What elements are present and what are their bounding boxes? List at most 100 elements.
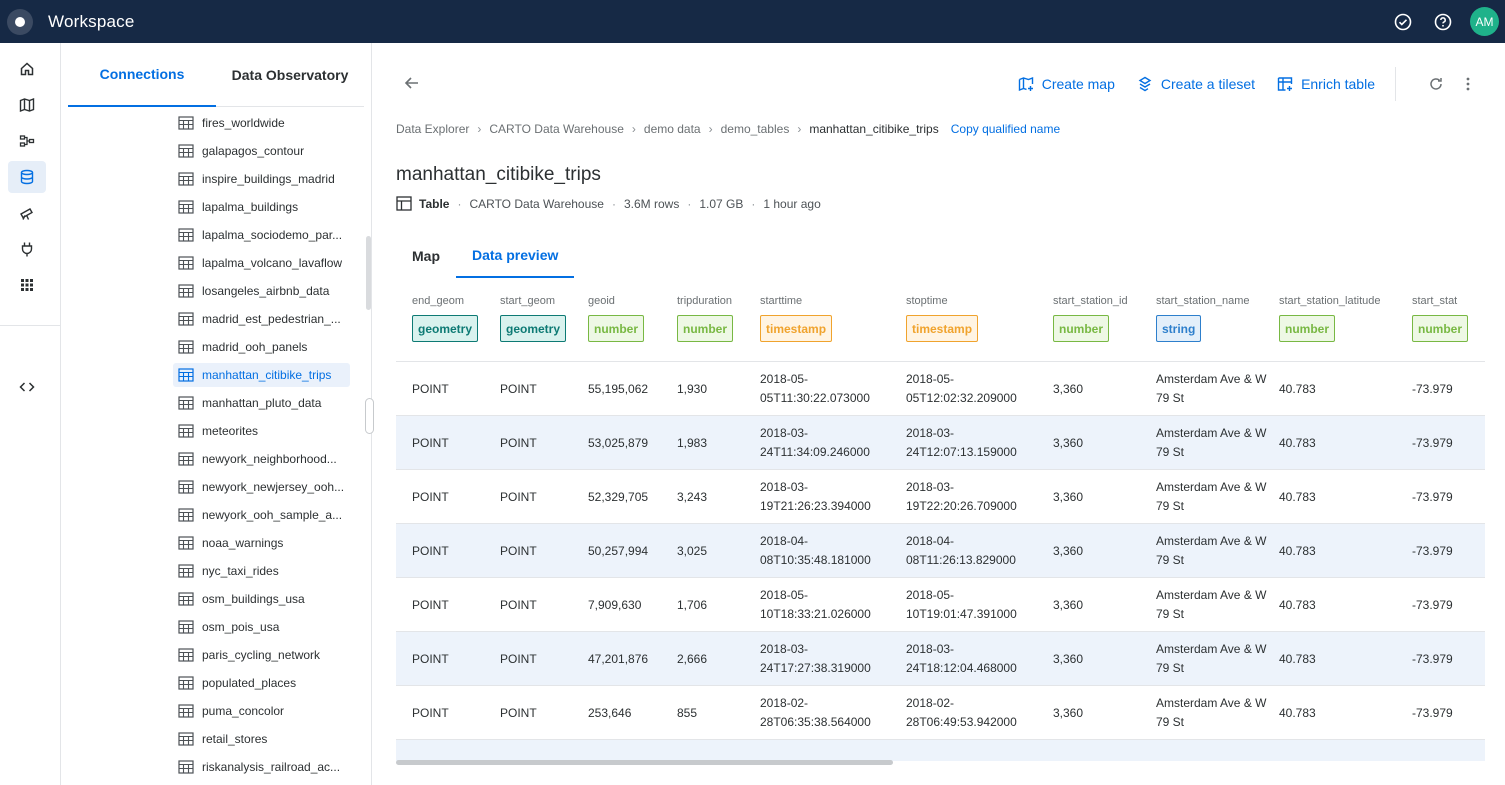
- table-cell: 50,257,994: [588, 543, 649, 558]
- sidebar-table-item[interactable]: riskanalysis_railroad_ac...: [173, 755, 350, 779]
- sidebar-table-item[interactable]: newyork_ooh_sample_a...: [173, 503, 350, 527]
- breadcrumb-item[interactable]: Data Explorer: [396, 122, 470, 136]
- sidebar-table-item[interactable]: madrid_ooh_panels: [173, 335, 350, 359]
- nav-workflows[interactable]: [8, 125, 46, 157]
- sidebar-table-item[interactable]: lapalma_volcano_lavaflow: [173, 251, 350, 275]
- breadcrumb-current: manhattan_citibike_trips: [809, 122, 939, 136]
- table-cell: 40.783: [1279, 489, 1316, 504]
- back-button[interactable]: [402, 73, 422, 93]
- sidebar-table-label: inspire_buildings_madrid: [202, 172, 335, 186]
- table-icon: [178, 732, 194, 746]
- table-cell: 2018-05-05T12:02:32.209000: [906, 372, 1017, 405]
- sidebar-table-item[interactable]: losangeles_airbnb_data: [173, 279, 350, 303]
- tab-connections[interactable]: Connections: [68, 43, 216, 107]
- nav-connections[interactable]: [8, 233, 46, 265]
- table-cell: -73.979: [1412, 543, 1453, 558]
- nav-developers[interactable]: [8, 371, 46, 403]
- table-row[interactable]: POINT POINT 7,909,630 1,706 2018-05-10T18:33…: [396, 578, 1485, 632]
- breadcrumb-item[interactable]: CARTO Data Warehouse: [489, 122, 624, 136]
- table-row[interactable]: POINT POINT 50,257,994 3,025 2018-04-08T10:3…: [396, 524, 1485, 578]
- sidebar-table-item[interactable]: manhattan_pluto_data: [173, 391, 350, 415]
- table-row[interactable]: POINT POINT 47,201,876 2,666 2018-03-24T17:2…: [396, 632, 1485, 686]
- sidebar-table-item[interactable]: lapalma_buildings: [173, 195, 350, 219]
- sidebar-scrollbar[interactable]: [366, 236, 371, 310]
- table-cell: 2018-03-24T17:27:38.319000: [760, 642, 871, 675]
- sidebar-table-item[interactable]: meteorites: [173, 419, 350, 443]
- table-cell: 3,360: [1053, 435, 1084, 450]
- sidebar-table-item[interactable]: galapagos_contour: [173, 139, 350, 163]
- sidebar-table-item[interactable]: manhattan_citibike_trips: [173, 363, 350, 387]
- table-row[interactable]: POINT POINT 53,025,879 1,983 2018-03-24T11:3…: [396, 416, 1485, 470]
- sidebar-table-item[interactable]: osm_pois_usa: [173, 615, 350, 639]
- sidebar-table-label: fires_worldwide: [202, 116, 285, 130]
- table-cell: 2018-03-19T22:20:26.709000: [906, 480, 1017, 513]
- nav-data-observatory[interactable]: [8, 197, 46, 229]
- table-cell: 3,360: [1053, 381, 1084, 396]
- table-cell: 2018-01-: [906, 740, 1046, 762]
- sidebar-table-item[interactable]: lapalma_sociodemo_par...: [173, 223, 350, 247]
- copy-qualified-name-link[interactable]: Copy qualified name: [950, 122, 1061, 136]
- table-cell: 2018-02-28T06:49:53.942000: [906, 696, 1017, 729]
- carto-logo[interactable]: [7, 8, 33, 35]
- table-cell: Amsterdam Ave & W 79 St: [1156, 588, 1267, 621]
- sidebar-table-item[interactable]: paris_cycling_network: [173, 643, 350, 667]
- table-icon: [178, 704, 194, 718]
- sidebar-table-item[interactable]: nyc_taxi_rides: [173, 559, 350, 583]
- tab-data-observatory[interactable]: Data Observatory: [231, 67, 349, 83]
- nav-data-explorer[interactable]: [8, 161, 46, 193]
- enrich-table-button[interactable]: Enrich table: [1277, 76, 1375, 92]
- table-row[interactable]: POINT POINT 253,646 855 2018-02-28T06:35:38.…: [396, 686, 1485, 740]
- tab-data-preview[interactable]: Data preview: [456, 234, 575, 278]
- sidebar-table-item[interactable]: inspire_buildings_madrid: [173, 167, 350, 191]
- refresh-button[interactable]: [1426, 74, 1446, 94]
- sidebar-table-item[interactable]: osm_buildings_usa: [173, 587, 350, 611]
- table-cell: 47,201,876: [588, 651, 649, 666]
- create-tileset-button[interactable]: Create a tileset: [1137, 76, 1255, 92]
- table-row[interactable]: 2018-01- 2018-01- Amsterdam Ave: [396, 740, 1485, 761]
- chevron-right-icon: ›: [797, 122, 802, 136]
- sidebar-table-item[interactable]: newyork_newjersey_ooh...: [173, 475, 350, 499]
- table-cell: 1,706: [677, 597, 708, 612]
- table-cell: 3,243: [677, 489, 708, 504]
- sidebar-table-item[interactable]: populated_places: [173, 671, 350, 695]
- table-metadata: Table · CARTO Data Warehouse · 3.6M rows…: [396, 196, 821, 211]
- table-icon: [178, 312, 194, 326]
- table-cell: POINT: [500, 543, 537, 558]
- breadcrumb-item[interactable]: demo_tables: [720, 122, 790, 136]
- sidebar-table-item[interactable]: newyork_neighborhood...: [173, 447, 350, 471]
- sidebar-table-label: madrid_est_pedestrian_...: [202, 312, 341, 326]
- more-options-button[interactable]: [1458, 74, 1478, 94]
- user-avatar[interactable]: AM: [1470, 7, 1499, 36]
- table-horizontal-scrollbar[interactable]: [396, 760, 893, 765]
- sidebar-table-item[interactable]: madrid_est_pedestrian_...: [173, 307, 350, 331]
- table-cell: 2018-03-24T12:07:13.159000: [906, 426, 1017, 459]
- check-circle-icon[interactable]: [1390, 9, 1416, 35]
- table-row[interactable]: POINT POINT 52,329,705 3,243 2018-03-19T21:2…: [396, 470, 1485, 524]
- nav-home[interactable]: [8, 53, 46, 85]
- table-cell: 3,360: [1053, 705, 1084, 720]
- table-cell: 3,360: [1053, 597, 1084, 612]
- table-row[interactable]: POINT POINT 55,195,062 1,930 2018-05-05T11:3…: [396, 362, 1485, 416]
- table-cell: 3,360: [1053, 543, 1084, 558]
- sidebar-table-item[interactable]: retail_stores: [173, 727, 350, 751]
- maps-icon: [19, 97, 35, 113]
- breadcrumb-item[interactable]: demo data: [643, 122, 701, 136]
- sidebar-table-item[interactable]: noaa_warnings: [173, 531, 350, 555]
- create-map-button[interactable]: Create map: [1018, 76, 1115, 92]
- column-name: start_station_latitude: [1279, 295, 1381, 307]
- nav-maps[interactable]: [8, 89, 46, 121]
- table-icon: [178, 256, 194, 270]
- table-icon: [178, 396, 194, 410]
- table-cell: POINT: [500, 435, 537, 450]
- table-icon: [178, 676, 194, 690]
- help-icon[interactable]: [1430, 9, 1456, 35]
- nav-apps[interactable]: [8, 269, 46, 301]
- table-cell: POINT: [500, 489, 537, 504]
- sidebar-resize-handle[interactable]: [365, 398, 374, 434]
- table-cell: POINT: [500, 651, 537, 666]
- sidebar-tabs: Connections Data Observatory: [68, 43, 364, 107]
- tab-map[interactable]: Map: [412, 248, 440, 264]
- table-cell: 2018-03-24T18:12:04.468000: [906, 642, 1017, 675]
- sidebar-table-item[interactable]: fires_worldwide: [173, 111, 350, 135]
- sidebar-table-item[interactable]: puma_concolor: [173, 699, 350, 723]
